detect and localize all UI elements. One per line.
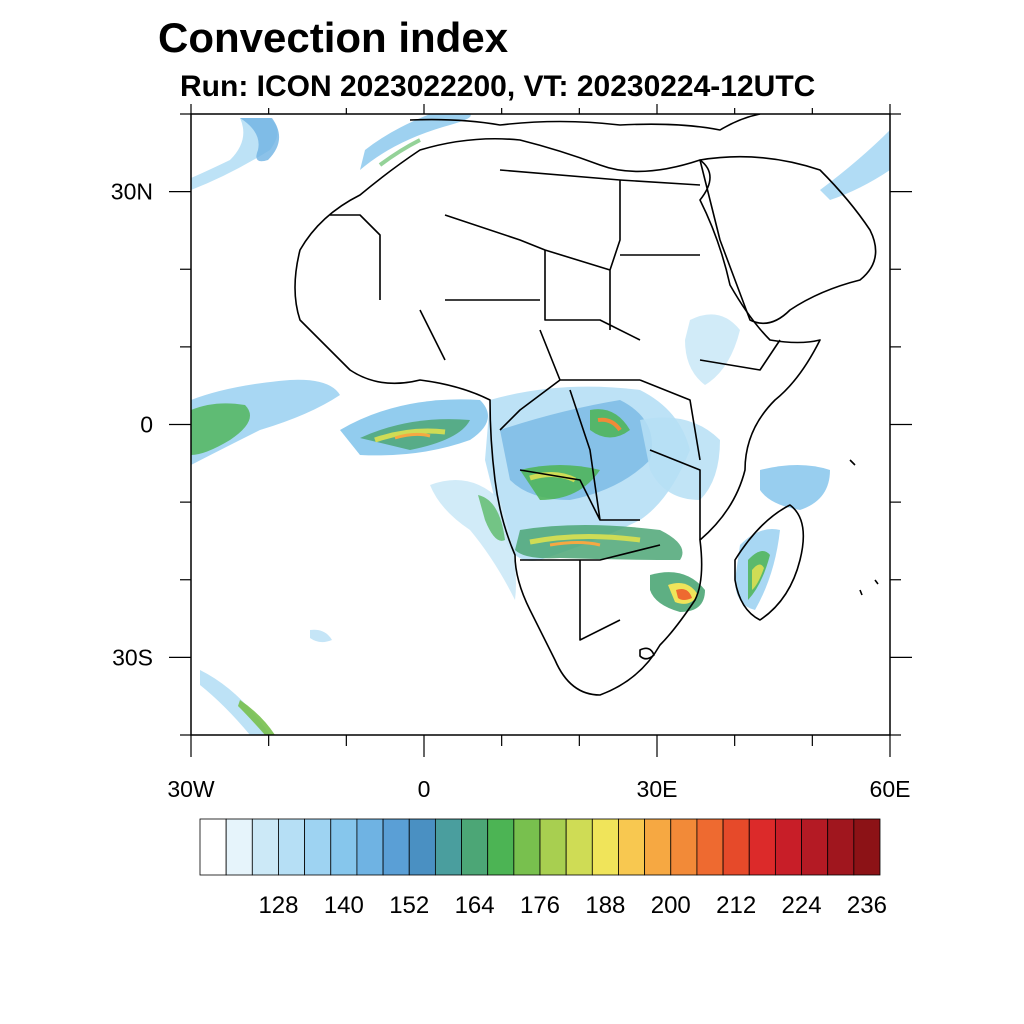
colorbar-box <box>618 818 646 876</box>
colorbar-label: 128 <box>258 892 298 919</box>
colorbar-label: 224 <box>782 892 822 919</box>
colorbar-label: 140 <box>324 892 364 919</box>
colorbar <box>199 818 881 876</box>
lat-tick-label: 0 <box>140 412 153 438</box>
colorbar-box <box>827 818 855 876</box>
coastlines <box>294 114 879 696</box>
axis-labels: 30W 0 30E 60E 30N 0 30S <box>111 179 911 802</box>
colorbar-box <box>487 818 515 876</box>
colorbar-box <box>304 818 332 876</box>
colorbar-box <box>801 818 829 876</box>
colorbar-box <box>199 818 227 876</box>
colorbar-label: 188 <box>585 892 625 919</box>
lon-tick-label: 0 <box>418 776 431 802</box>
colorbar-box <box>565 818 593 876</box>
colorbar-box <box>774 818 802 876</box>
colorbar-labels: 128 140 152 164 176 188 200 212 224 236 <box>258 892 887 919</box>
colorbar-box <box>461 818 489 876</box>
colorbar-box <box>644 818 672 876</box>
convection-field <box>191 114 890 735</box>
colorbar-box <box>330 818 358 876</box>
colorbar-box <box>278 818 306 876</box>
colorbar-box <box>748 818 776 876</box>
lat-tick-label: 30N <box>111 179 153 205</box>
colorbar-label: 164 <box>455 892 495 919</box>
lat-tick-label: 30S <box>112 644 153 670</box>
colorbar-box <box>670 818 698 876</box>
colorbar-box <box>591 818 619 876</box>
colorbar-box <box>356 818 384 876</box>
colorbar-label: 176 <box>520 892 560 919</box>
colorbar-box <box>434 818 462 876</box>
chart-subtitle: Run: ICON 2023022200, VT: 20230224-12UTC <box>180 70 816 103</box>
colorbar-label: 212 <box>716 892 756 919</box>
chart-title: Convection index <box>158 14 509 61</box>
colorbar-label: 152 <box>389 892 429 919</box>
colorbar-box <box>513 818 541 876</box>
colorbar-label: 236 <box>847 892 887 919</box>
colorbar-box <box>853 818 881 876</box>
colorbar-label: 200 <box>651 892 691 919</box>
colorbar-box <box>722 818 750 876</box>
lon-tick-label: 60E <box>870 776 911 802</box>
lon-tick-label: 30E <box>637 776 678 802</box>
lon-tick-label: 30W <box>167 776 215 802</box>
colorbar-box <box>251 818 279 876</box>
colorbar-box <box>408 818 436 876</box>
colorbar-box <box>696 818 724 876</box>
colorbar-box <box>225 818 253 876</box>
colorbar-box <box>539 818 567 876</box>
colorbar-box <box>382 818 410 876</box>
axis-ticks <box>169 104 912 757</box>
